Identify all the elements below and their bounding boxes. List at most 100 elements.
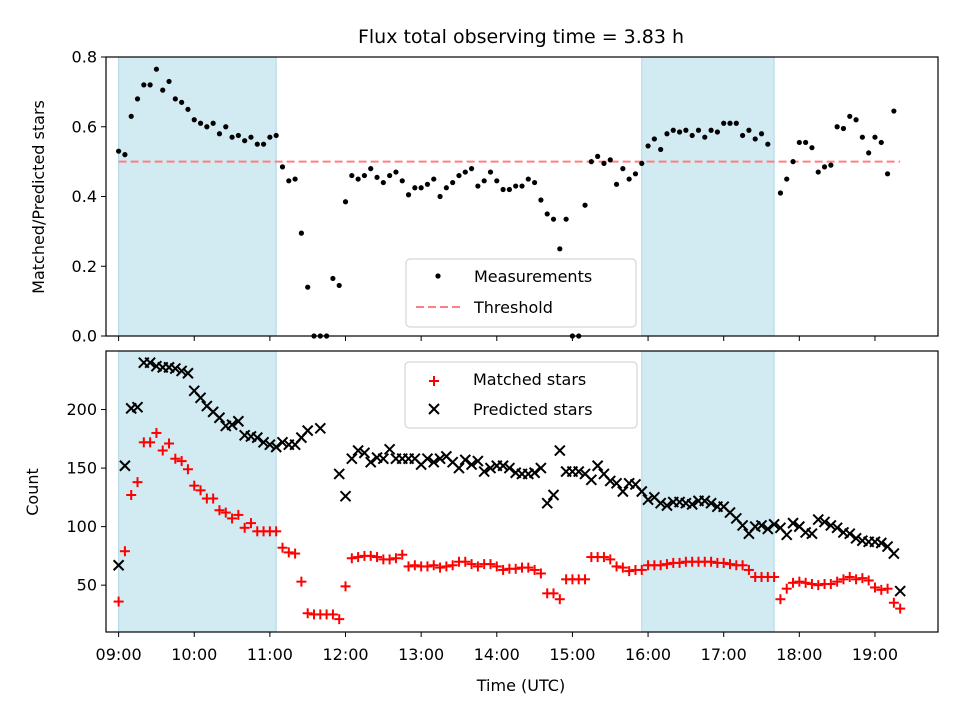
measurement-point bbox=[374, 174, 380, 180]
measurement-point bbox=[336, 282, 342, 289]
measurement-point bbox=[884, 171, 891, 177]
measurement-point bbox=[475, 183, 481, 189]
matched-stars-point bbox=[806, 578, 817, 589]
count-y-axis-label: Count bbox=[23, 468, 42, 516]
x-axis-label: Time (UTC) bbox=[476, 676, 565, 695]
matched-stars-point bbox=[876, 584, 887, 595]
matched-stars-point bbox=[605, 554, 616, 565]
measurement-point bbox=[758, 131, 765, 137]
predicted-stars-point bbox=[755, 519, 768, 532]
matched-stars-point bbox=[674, 557, 685, 568]
measurement-point bbox=[204, 124, 210, 130]
predicted-stars-point bbox=[781, 529, 793, 541]
count-y-tick-label: 100 bbox=[66, 517, 97, 536]
measurement-point bbox=[292, 176, 298, 182]
measurement-point bbox=[670, 127, 676, 133]
measurement-point bbox=[153, 66, 160, 72]
predicted-stars-point bbox=[762, 523, 774, 535]
measurement-point bbox=[267, 134, 273, 140]
predicted-stars-point bbox=[503, 462, 516, 474]
predicted-stars-point bbox=[346, 453, 358, 465]
predicted-stars-point bbox=[232, 415, 245, 427]
predicted-stars-point bbox=[636, 485, 648, 498]
predicted-stars-point bbox=[844, 527, 856, 540]
measurement-point bbox=[487, 169, 494, 175]
matched-stars-point bbox=[271, 526, 282, 537]
measurement-point bbox=[740, 132, 746, 139]
measurement-point bbox=[128, 113, 134, 119]
measurement-point bbox=[658, 146, 664, 153]
matched-stars-point bbox=[397, 549, 408, 560]
measurement-point bbox=[595, 153, 601, 159]
ratio-y-tick-label: 0.6 bbox=[72, 117, 97, 136]
count-shaded-interval bbox=[641, 350, 775, 633]
measurement-point bbox=[235, 132, 241, 139]
predicted-stars-point bbox=[421, 453, 434, 465]
legend-measurements-label: Measurements bbox=[474, 267, 592, 286]
measurement-point bbox=[664, 131, 670, 137]
matched-stars-point bbox=[460, 556, 471, 567]
matched-stars-point bbox=[895, 603, 906, 614]
predicted-stars-point bbox=[276, 436, 289, 449]
count-shaded-interval bbox=[118, 350, 277, 633]
matched-stars-point bbox=[220, 507, 231, 518]
measurement-point bbox=[563, 216, 569, 222]
measurement-point bbox=[431, 176, 437, 182]
ratio-y-tick-label: 0.8 bbox=[72, 48, 97, 67]
predicted-stars-point bbox=[699, 495, 711, 507]
x-tick-label: 12:00 bbox=[322, 645, 368, 664]
predicted-stars-point bbox=[314, 422, 327, 434]
legend-matched-marker bbox=[429, 376, 439, 386]
x-tick-label: 11:00 bbox=[247, 645, 293, 664]
measurement-point bbox=[223, 124, 229, 130]
matched-stars-point bbox=[113, 596, 124, 607]
measurement-point bbox=[166, 78, 172, 85]
predicted-stars-point bbox=[365, 456, 377, 468]
matched-stars-point bbox=[189, 480, 200, 491]
matched-stars-point bbox=[409, 560, 420, 571]
predicted-stars-point bbox=[465, 458, 478, 471]
matched-stars-point bbox=[227, 513, 238, 524]
matched-stars-point bbox=[403, 561, 414, 572]
measurement-point bbox=[468, 166, 475, 172]
matched-stars-point bbox=[598, 552, 609, 563]
measurement-point bbox=[229, 134, 235, 140]
measurement-point bbox=[506, 186, 512, 193]
matched-stars-point bbox=[781, 583, 792, 594]
measurement-point bbox=[815, 169, 821, 175]
matched-stars-point bbox=[788, 577, 799, 588]
matched-stars-point bbox=[170, 453, 181, 464]
matched-stars-point bbox=[485, 559, 496, 570]
predicted-stars-point bbox=[182, 367, 194, 379]
measurement-point bbox=[613, 181, 620, 187]
ratio-y-tick-label: 0.4 bbox=[72, 187, 97, 206]
ratio-shaded-interval bbox=[641, 56, 775, 337]
matched-stars-point bbox=[611, 561, 622, 572]
measurement-point bbox=[821, 164, 828, 170]
predicted-stars-point bbox=[661, 499, 673, 512]
measurement-point bbox=[405, 192, 412, 198]
measurement-point bbox=[179, 99, 185, 105]
predicted-stars-point bbox=[131, 401, 144, 413]
predicted-stars-point bbox=[484, 462, 497, 474]
measurement-point bbox=[305, 284, 311, 290]
x-tick-label: 14:00 bbox=[474, 645, 520, 664]
matched-stars-point bbox=[384, 554, 395, 565]
predicted-stars-point bbox=[339, 490, 352, 502]
matched-stars-point bbox=[447, 560, 458, 571]
matched-stars-point bbox=[743, 564, 754, 575]
measurement-point bbox=[588, 159, 594, 165]
matched-stars-point bbox=[838, 574, 849, 585]
matched-stars-point bbox=[441, 561, 452, 572]
matched-stars-point bbox=[340, 581, 351, 592]
matched-stars-point bbox=[132, 477, 143, 488]
measurement-point bbox=[260, 141, 267, 147]
measurement-point bbox=[191, 117, 197, 123]
measurement-point bbox=[689, 132, 695, 139]
measurement-point bbox=[847, 113, 853, 119]
measurement-point bbox=[853, 117, 859, 123]
x-tick-label: 09:00 bbox=[96, 645, 142, 664]
x-tick-label: 16:00 bbox=[625, 645, 671, 664]
matched-stars-point bbox=[151, 427, 162, 438]
measurement-point bbox=[796, 139, 802, 146]
